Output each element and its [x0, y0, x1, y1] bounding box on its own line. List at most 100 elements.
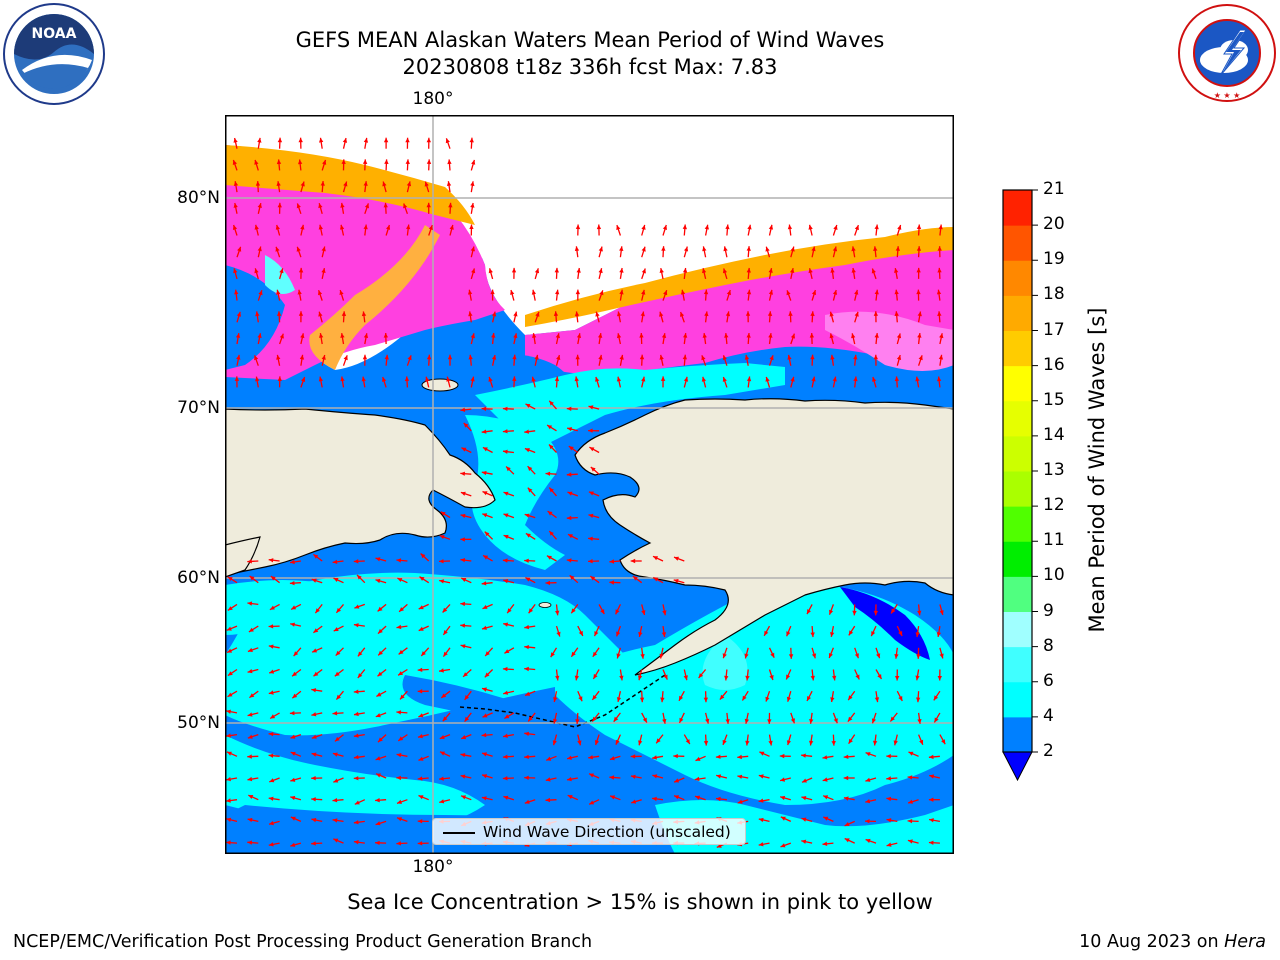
- wind-wave-arrowhead: [268, 753, 274, 758]
- wind-wave-arrowhead: [725, 311, 731, 317]
- wind-wave-arrowhead: [745, 675, 750, 681]
- wind-wave-arrowhead: [528, 608, 533, 614]
- wind-wave-arrowhead: [376, 773, 381, 778]
- wind-wave-arrowhead: [482, 687, 487, 692]
- wind-wave-arrowhead: [937, 311, 942, 316]
- wind-wave-arrowhead: [574, 311, 580, 317]
- colorbar-segment: [1003, 681, 1032, 718]
- wind-wave-arrowhead: [787, 224, 793, 230]
- wind-wave-arrowhead: [341, 311, 347, 316]
- lat-label-80: 80°N: [177, 188, 220, 208]
- wind-wave-arrowhead: [787, 354, 792, 360]
- wind-wave-arrowhead: [916, 267, 921, 273]
- wind-wave-arrowhead: [554, 376, 560, 382]
- wind-wave-arrowhead: [659, 268, 664, 273]
- wind-wave-arrowhead: [258, 290, 263, 296]
- wind-wave-arrowhead: [703, 289, 709, 295]
- wind-wave-arrowhead: [746, 289, 752, 295]
- wind-wave-arrowhead: [852, 610, 857, 616]
- wind-wave-arrowhead: [248, 795, 254, 799]
- wind-wave-arrowhead: [555, 675, 560, 681]
- wind-wave-arrowhead: [461, 578, 467, 582]
- wind-wave-arrowhead: [830, 268, 835, 273]
- wind-wave-arrowhead: [441, 693, 447, 698]
- wind-wave-arrowhead: [398, 649, 404, 655]
- colorbar-tick-label: 8: [1043, 635, 1054, 656]
- wind-wave-arrowhead: [916, 654, 921, 659]
- wind-wave-arrowhead: [780, 777, 785, 782]
- wind-wave-arrowhead: [576, 268, 581, 273]
- wind-wave-arrowhead: [482, 713, 488, 718]
- wind-wave-arrowhead: [916, 697, 921, 703]
- wind-wave-arrowhead: [592, 695, 597, 700]
- wind-wave-arrowhead: [362, 159, 368, 164]
- wind-wave-arrowhead: [447, 159, 452, 165]
- colorbar-extend-min: [1002, 751, 1033, 782]
- wind-wave-arrowhead: [865, 752, 871, 757]
- wind-wave-arrowhead: [746, 246, 751, 251]
- wind-wave-arrowhead: [545, 471, 551, 476]
- wind-wave-arrowhead: [588, 491, 594, 496]
- wind-wave-arrowhead: [481, 796, 487, 801]
- wind-wave-arrowhead: [232, 225, 238, 230]
- wind-wave-arrowhead: [897, 225, 902, 230]
- wind-wave-arrowhead: [716, 796, 721, 802]
- wind-wave-arrowhead: [908, 751, 914, 756]
- wind-wave-arrowhead: [571, 651, 576, 657]
- wind-wave-arrowhead: [659, 653, 664, 659]
- wind-wave-arrowhead: [616, 225, 621, 230]
- wind-wave-arrowhead: [237, 246, 242, 252]
- wind-wave-arrowhead: [363, 137, 369, 143]
- wind-wave-arrowhead: [384, 159, 389, 164]
- wind-wave-arrowhead: [822, 841, 828, 846]
- wind-wave-arrowhead: [639, 354, 645, 360]
- wind-wave-arrowhead: [249, 576, 255, 581]
- wind-wave-arrowhead: [524, 666, 529, 672]
- wind-wave-arrowhead: [638, 740, 643, 746]
- wind-wave-arrowhead: [786, 696, 791, 702]
- wind-wave-arrowhead: [375, 578, 381, 584]
- wind-wave-arrowhead: [353, 689, 359, 694]
- wind-wave-arrowhead: [724, 333, 729, 338]
- wind-wave-arrowhead: [873, 311, 878, 316]
- wind-wave-arrowhead: [503, 579, 509, 584]
- wind-wave-arrowhead: [745, 740, 750, 746]
- wind-wave-arrowhead: [461, 447, 467, 452]
- wind-wave-arrowhead: [598, 268, 603, 274]
- wind-wave-arrowhead: [464, 716, 470, 722]
- wind-wave-arrowhead: [445, 138, 450, 144]
- wind-wave-arrowhead: [722, 268, 728, 274]
- wind-wave-arrowhead: [403, 203, 408, 209]
- wind-wave-arrowhead: [320, 181, 325, 186]
- wind-wave-arrowhead: [491, 355, 497, 360]
- wind-wave-arrowhead: [353, 623, 359, 628]
- wind-wave-arrowhead: [811, 246, 816, 252]
- wind-wave-arrowhead: [236, 354, 241, 360]
- colorbar-tick-label: 14: [1043, 424, 1065, 445]
- wind-wave-arrowhead: [525, 577, 531, 582]
- wind-wave-arrowhead: [335, 650, 341, 656]
- wind-wave-arrowhead: [524, 448, 530, 453]
- wind-wave-arrowhead: [937, 267, 942, 273]
- wind-wave-arrowhead: [315, 608, 320, 614]
- wind-wave-arrowhead: [588, 405, 594, 410]
- wind-wave-arrowhead: [928, 754, 934, 760]
- wind-wave-arrowhead: [630, 754, 636, 759]
- wind-wave-arrowhead: [874, 333, 879, 338]
- wind-wave-arrowhead: [589, 773, 594, 778]
- wind-wave-arrowhead: [277, 202, 282, 208]
- wind-wave-arrowhead: [532, 333, 537, 338]
- wind-wave-arrowhead: [502, 776, 508, 781]
- wind-wave-arrowhead: [425, 376, 430, 382]
- wind-wave-arrowhead: [895, 246, 900, 251]
- wind-wave-arrowhead: [333, 778, 339, 783]
- wind-wave-arrowhead: [397, 799, 402, 804]
- wind-wave-arrowhead: [702, 246, 707, 252]
- wind-wave-arrowhead: [506, 466, 511, 472]
- wind-wave-arrowhead: [482, 774, 487, 779]
- wind-wave-arrowhead: [460, 491, 466, 496]
- wind-wave-arrowhead: [844, 822, 850, 826]
- wind-wave-arrowhead: [300, 333, 305, 339]
- wind-wave-arrowhead: [703, 697, 708, 703]
- colorbar-tick-label: 6: [1043, 670, 1054, 691]
